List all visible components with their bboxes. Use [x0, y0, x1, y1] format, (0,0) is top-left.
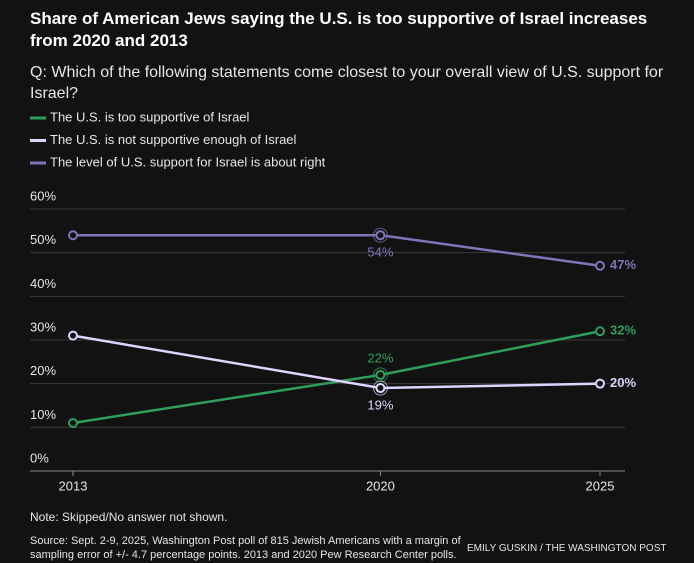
- marker-halo: [372, 380, 388, 396]
- marker: [375, 230, 386, 241]
- chart-subtitle: Q: Which of the following statements com…: [30, 64, 664, 102]
- marker: [375, 369, 386, 380]
- chart: The U.S. is too supportive of Israel The …: [30, 109, 636, 493]
- data-label: 20%: [610, 375, 636, 390]
- series-line: [72, 330, 601, 425]
- marker: [595, 260, 605, 271]
- y-tick-label: 0%: [30, 450, 49, 465]
- series-line: [72, 334, 601, 390]
- series-line: [73, 233, 601, 268]
- chart-title: Share of American Jews saying the U.S. i…: [30, 9, 648, 50]
- data-label: 54%: [367, 245, 393, 260]
- y-tick-label: 30%: [30, 319, 56, 334]
- x-tick-label: 2013: [59, 478, 88, 493]
- marker: [595, 326, 605, 337]
- y-tick-label: 60%: [30, 188, 56, 203]
- data-label: 22%: [367, 350, 393, 365]
- x-tick-label: 2025: [586, 478, 615, 493]
- x-tick-label: 2020: [366, 478, 395, 493]
- y-tick-label: 50%: [30, 232, 56, 247]
- y-tick-label: 40%: [30, 276, 56, 291]
- source: Source: Sept. 2-9, 2025, Washington Post…: [30, 535, 461, 561]
- credit: EMILY GUSKIN / THE WASHINGTON POST: [467, 543, 667, 554]
- marker-halo: [372, 227, 388, 243]
- marker-halo: [372, 367, 388, 383]
- note: Note: Skipped/No answer not shown.: [30, 510, 228, 524]
- legend-label: The level of U.S. support for Israel is …: [50, 154, 326, 169]
- y-tick-label: 10%: [30, 407, 56, 422]
- y-tick-label: 20%: [30, 363, 56, 378]
- marker: [68, 330, 78, 341]
- marker: [375, 383, 386, 394]
- marker: [595, 378, 605, 389]
- data-label: 32%: [610, 323, 636, 338]
- marker: [68, 230, 78, 241]
- legend-label: The U.S. is not supportive enough of Isr…: [50, 132, 297, 147]
- data-label: 47%: [610, 257, 636, 272]
- data-label: 19%: [367, 397, 393, 412]
- legend-label: The U.S. is too supportive of Israel: [50, 109, 250, 124]
- marker: [68, 417, 78, 428]
